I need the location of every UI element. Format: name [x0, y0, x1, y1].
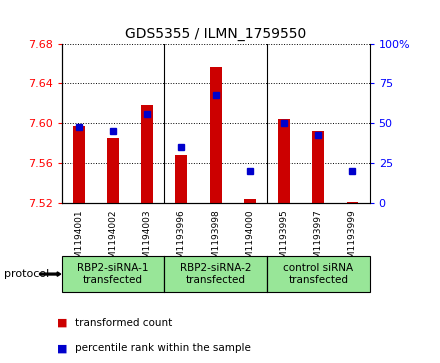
Bar: [244, 199, 256, 203]
Bar: [347, 202, 359, 203]
Text: ■: ■: [57, 318, 68, 328]
Bar: [141, 105, 153, 203]
Text: protocol: protocol: [4, 269, 50, 279]
Text: RBP2-siRNA-2
transfected: RBP2-siRNA-2 transfected: [180, 263, 251, 285]
Text: transformed count: transformed count: [75, 318, 172, 328]
Bar: [209, 66, 222, 203]
Text: RBP2-siRNA-1
transfected: RBP2-siRNA-1 transfected: [77, 263, 149, 285]
Bar: [312, 131, 324, 203]
Text: control siRNA
transfected: control siRNA transfected: [283, 263, 353, 285]
Bar: [176, 155, 187, 203]
Bar: [73, 126, 85, 203]
Text: percentile rank within the sample: percentile rank within the sample: [75, 343, 251, 354]
Bar: [278, 119, 290, 203]
Bar: [107, 138, 119, 203]
Title: GDS5355 / ILMN_1759550: GDS5355 / ILMN_1759550: [125, 27, 306, 41]
Text: ■: ■: [57, 343, 68, 354]
